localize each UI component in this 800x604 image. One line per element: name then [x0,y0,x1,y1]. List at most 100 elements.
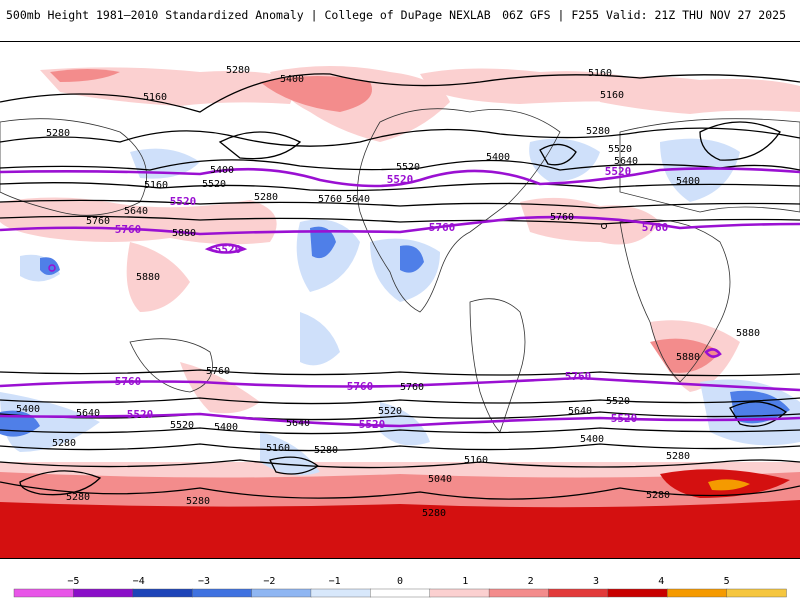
contour-label: 5520 [608,144,632,155]
purple-contour-label: 5760 [115,375,142,388]
line-5520-north [0,167,800,188]
purple-contour-label: 5520 [611,412,638,425]
contour-label: 5640 [76,408,100,419]
purple-contours [0,167,800,428]
contour-label: 5280 [66,492,90,503]
contour-label: 5280 [46,128,70,139]
contour-label: 5760 [86,216,110,227]
contour-label: 5280 [422,508,446,519]
purple-contour-label: 5760 [565,370,592,383]
purple-contour-label: 5520 [605,165,632,178]
purple-contour-label: 5520 [170,195,197,208]
line-5760-north [0,215,800,236]
purple-contour-label: 5520 [215,243,242,256]
contour-label: 5880 [676,352,700,363]
colorbar-tick-label: −5 [67,576,79,587]
contour-label: 5280 [186,496,210,507]
purple-label-group: 5520 5760 5520 5760 5520 5760 5760 5520 … [115,165,669,431]
contour-label: 5760 [550,212,574,223]
contour-label: 5160 [588,68,612,79]
contour-label: 5160 [144,180,168,191]
contour-label: 5760 [206,366,230,377]
map-title: 500mb Height 1981–2010 Standardized Anom… [6,8,491,22]
eurasia-east-outline [619,118,800,213]
contour-label: 5640 [286,418,310,429]
contour-label: 5520 [378,406,402,417]
contour-label: 5400 [214,422,238,433]
colorbar: −5 −4 −3 −2 −1 0 1 2 3 4 5 [0,570,800,600]
negative-anomaly-shading [0,138,800,476]
colorbar-tick-label: 4 [658,576,664,587]
colorbar-segment [667,588,728,598]
contour-label: 5160 [143,92,167,103]
colorbar-segment [429,588,490,598]
colorbar-svg: −5 −4 −3 −2 −1 0 1 2 3 4 5 [13,576,787,598]
australia-outline [129,338,213,393]
run-info: 06Z GFS | F255 Valid: 21Z THU NOV 27 202… [502,8,786,22]
colorbar-segment [607,588,668,598]
colorbar-tick-label: 1 [462,576,468,587]
contour-label: 5640 [346,194,370,205]
contour-label: 5400 [280,74,304,85]
map-canvas[interactable]: 5280 5400 5160 5280 5400 5520 5160 5640 … [0,42,800,559]
contour-label-group: 5280 5400 5160 5280 5400 5520 5160 5640 … [16,65,760,519]
contour-label: 5880 [172,228,196,239]
contour-label: 5520 [606,396,630,407]
colorbar-segment [251,588,312,598]
asia-west-outline [0,118,147,216]
colorbar-segment [132,588,193,598]
purple-contour-label: 5760 [642,221,669,234]
contour-label: 5280 [226,65,250,76]
purple-contour-label: 5520 [359,418,386,431]
purple-contour-label: 5520 [387,173,414,186]
contour-label: 5760 [400,382,424,393]
north-america-outline [357,108,561,313]
line-5760-south [0,376,800,392]
colorbar-tick-label: −4 [133,576,145,587]
purple-contour-label: 5760 [429,221,456,234]
line-5880-closed-pacific [204,243,248,254]
contour-label: 5520 [202,179,226,190]
contour-label: 5880 [736,328,760,339]
colorbar-tick-label: −3 [198,576,210,587]
contour-label: 5160 [600,90,624,101]
contour-label: 5280 [646,490,670,501]
colorbar-segment [310,588,372,598]
colorbar-tick-label: −1 [329,576,341,587]
map-panel[interactable]: 5280 5400 5160 5280 5400 5520 5160 5640 … [0,41,800,559]
contour-label: 5400 [676,176,700,187]
contour-label: 5280 [314,445,338,456]
contour-label: 5640 [124,206,148,217]
contour-label: 5160 [266,443,290,454]
contour-label: 5400 [580,434,604,445]
contour-label: 5400 [486,152,510,163]
colorbar-segment [370,588,431,598]
contour-label: 5760 [318,194,342,205]
colorbar-segment [488,588,550,598]
purple-contour-label: 5760 [115,223,142,236]
colorbar-tick-label: 2 [528,576,534,587]
contour-label: 5520 [170,420,194,431]
south-america-outline [469,298,526,433]
line-5880-closed-africa [704,348,722,358]
contour-label: 5280 [254,192,278,203]
colorbar-segment [191,588,253,598]
colorbar-tick-label: 5 [724,576,730,587]
colorbar-tick-label: 0 [397,576,403,587]
contour-label: 5280 [666,451,690,462]
colorbar-tick-label: −2 [263,576,275,587]
line-5520-south [0,412,800,428]
extreme-anomaly-shading [708,479,750,491]
colorbar-segment [726,588,787,598]
colorbar-segment [13,588,75,598]
coastlines [0,108,800,433]
contour-label: 5280 [586,126,610,137]
colorbar-tick-label: 3 [593,576,599,587]
contour-label: 5040 [428,474,452,485]
contour-label: 5640 [614,156,638,167]
contour-label: 5640 [568,406,592,417]
contour-label: 5880 [136,272,160,283]
contour-label: 5400 [210,165,234,176]
colorbar-segment [73,588,134,598]
colorbar-segment [548,588,609,598]
